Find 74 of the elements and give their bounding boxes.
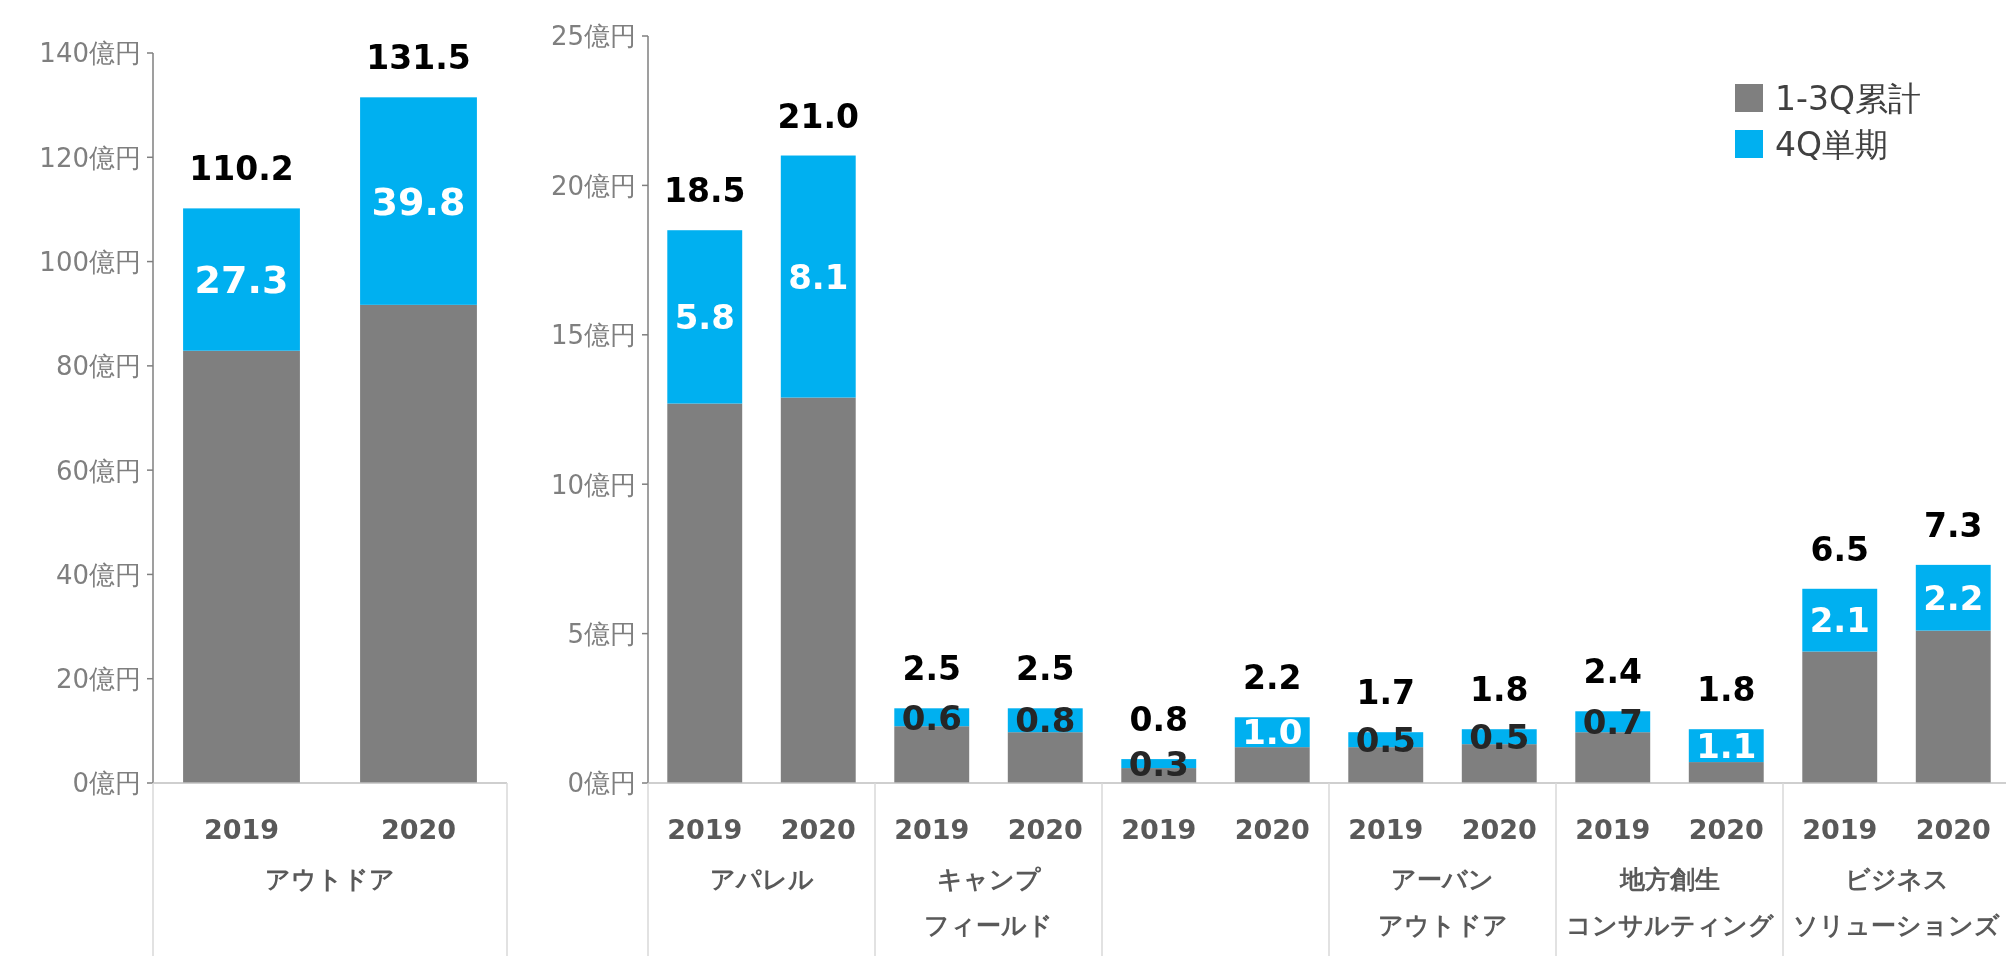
- y-tick-label: 100億円: [39, 246, 141, 277]
- y-tick-label: 15億円: [550, 320, 636, 351]
- data-label: 0.8: [1015, 700, 1076, 741]
- y-tick-label: 20億円: [550, 170, 636, 201]
- total-label: 1.8: [1697, 670, 1756, 710]
- x-tick-label: 2020: [780, 814, 856, 845]
- total-label: 131.5: [366, 38, 471, 78]
- bar: [183, 350, 300, 783]
- total-label: 6.5: [1810, 529, 1869, 569]
- data-label: 39.8: [371, 179, 466, 224]
- data-label: 2.1: [1809, 600, 1870, 641]
- text: キャンプフィールド: [924, 865, 1053, 940]
- total-label: 1.8: [1470, 670, 1529, 710]
- total-label: 1.7: [1356, 673, 1415, 713]
- total-label: 110.2: [189, 149, 294, 189]
- x-tick-label: 2019: [1802, 814, 1878, 845]
- data-label: 1.0: [1242, 712, 1303, 753]
- total-label: 2.5: [1016, 649, 1075, 689]
- y-tick-label: 120億円: [39, 142, 141, 173]
- total-label: 7.3: [1924, 505, 1983, 545]
- x-tick-label: 2019: [894, 814, 970, 845]
- x-tick-label: 2019: [203, 814, 280, 845]
- y-tick-label: 25億円: [550, 21, 636, 52]
- total-label: 18.5: [664, 171, 746, 211]
- bar: [667, 403, 743, 783]
- y-tick-label: 60億円: [55, 455, 141, 486]
- y-tick-label: 10億円: [550, 469, 636, 500]
- y-tick-label: 40億円: [55, 559, 141, 590]
- x-tick-label: 2020: [1461, 814, 1537, 845]
- x-tick-label: 2019: [1121, 814, 1197, 845]
- total-label: 21.0: [777, 96, 859, 136]
- data-label: 1.1: [1696, 725, 1757, 766]
- bar: [360, 304, 477, 783]
- legend-label: 1-3Q累計: [1775, 78, 1921, 118]
- data-label: 2.2: [1923, 577, 1984, 618]
- x-tick-label: 2020: [380, 814, 457, 845]
- bar: [183, 208, 300, 351]
- data-label: 5.8: [674, 297, 735, 338]
- y-tick-label: 140億円: [39, 38, 141, 69]
- text: アウトドア: [265, 865, 395, 894]
- y-tick-label: 0億円: [72, 768, 141, 799]
- y-tick-label: 80億円: [55, 351, 141, 382]
- text: アーバンアウトドア: [1377, 865, 1508, 940]
- bar: [1688, 762, 1764, 783]
- bar: [1915, 630, 1991, 783]
- x-tick-label: 2019: [667, 814, 743, 845]
- data-label: 8.1: [788, 256, 849, 297]
- x-tick-label: 2020: [1007, 814, 1083, 845]
- text: 地方創生コンサルティング: [1565, 865, 1775, 940]
- data-label: 27.3: [194, 258, 289, 303]
- total-label: 2.2: [1243, 658, 1302, 698]
- total-label: 0.8: [1129, 700, 1188, 740]
- x-tick-label: 2020: [1688, 814, 1764, 845]
- x-tick-label: 2019: [1348, 814, 1424, 845]
- bar: [667, 230, 743, 404]
- bar: [360, 97, 477, 305]
- x-tick-label: 2020: [1915, 814, 1991, 845]
- text: ビジネスソリューションズ: [1793, 865, 2000, 940]
- text: アパレル: [709, 865, 814, 894]
- bar: [780, 155, 856, 398]
- y-tick-label: 20億円: [55, 664, 141, 695]
- y-tick-label: 5億円: [567, 618, 636, 649]
- data-label: 0.7: [1582, 701, 1643, 742]
- total-label: 2.4: [1583, 652, 1642, 692]
- bar: [1802, 651, 1878, 783]
- y-tick-label: 0億円: [567, 768, 636, 799]
- bar: [1234, 747, 1310, 783]
- bar: [1007, 732, 1083, 783]
- legend-label: 4Q単期: [1775, 124, 1888, 164]
- bar: [1575, 732, 1651, 783]
- x-tick-label: 2020: [1234, 814, 1310, 845]
- x-tick-label: 2019: [1575, 814, 1651, 845]
- bar: [780, 397, 856, 783]
- total-label: 2.5: [902, 649, 961, 689]
